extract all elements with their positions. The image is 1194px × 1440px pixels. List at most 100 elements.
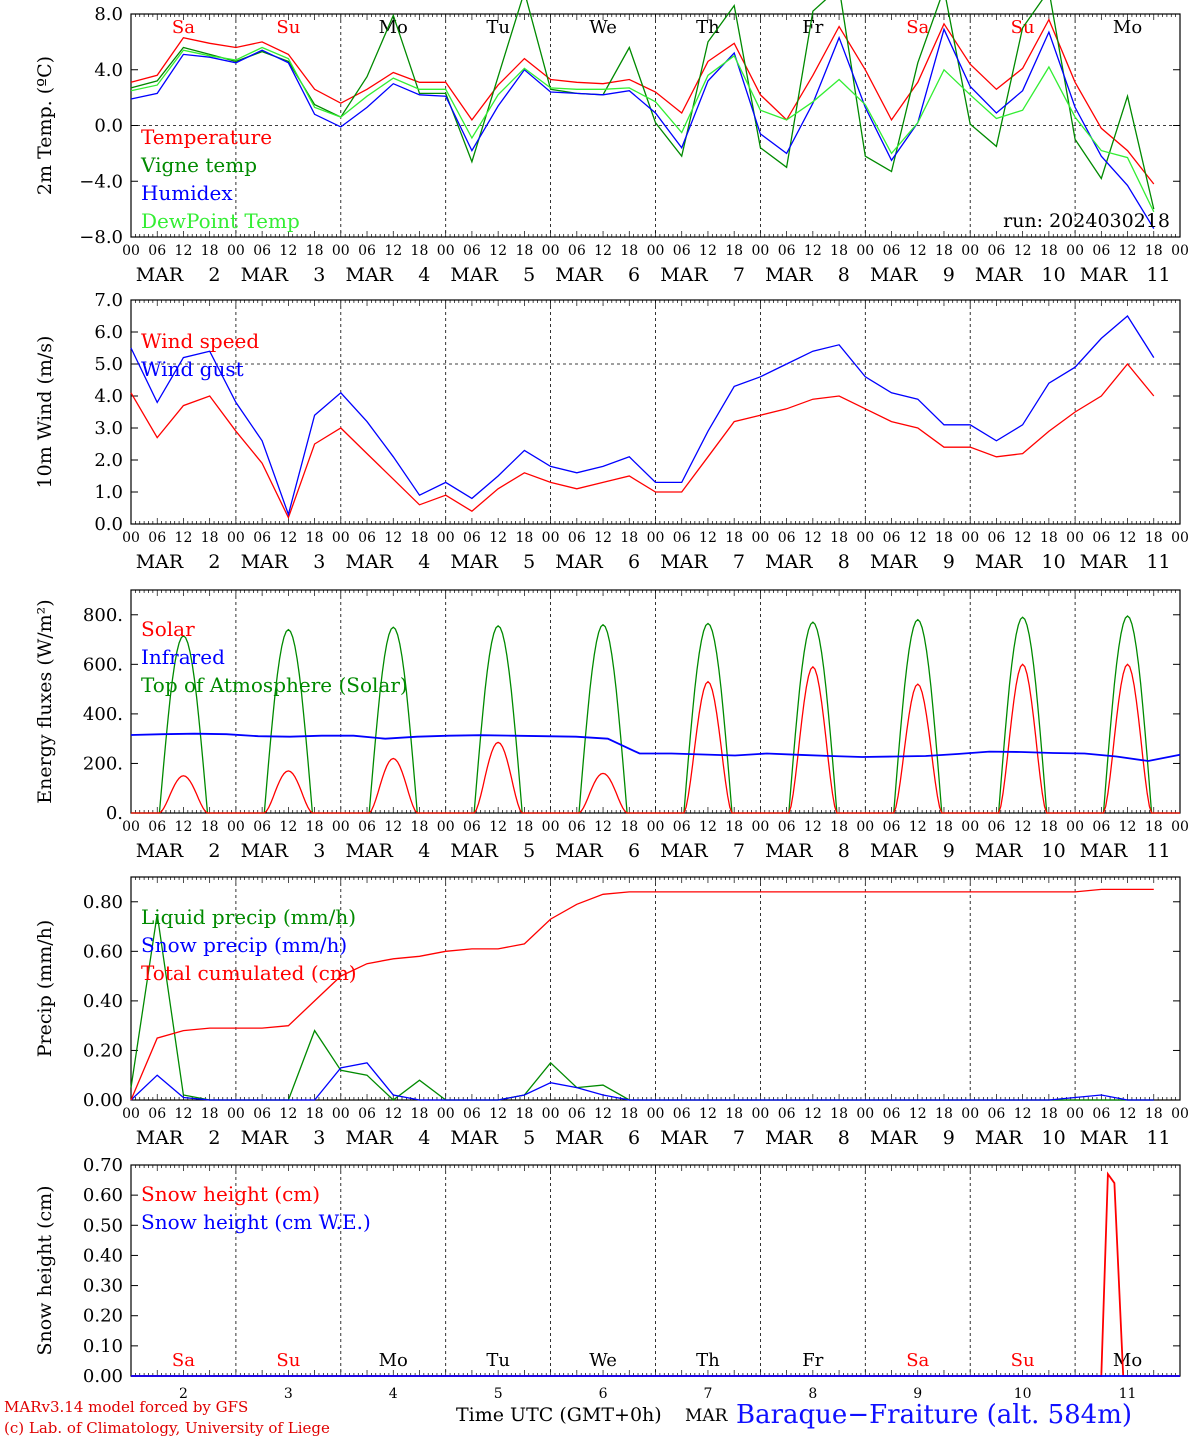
date-month-label: MAR [555, 1127, 603, 1149]
hour-label: 12 [699, 819, 717, 835]
hour-label: 12 [384, 1106, 402, 1122]
weekday-label: Mo [379, 1350, 408, 1371]
day-number-label: 6 [599, 1386, 608, 1402]
hour-label: 12 [699, 1106, 717, 1122]
hour-label: 18 [411, 1106, 429, 1122]
hour-label: 00 [437, 243, 455, 259]
date-day-label: 5 [523, 840, 535, 862]
hour-label: 00 [647, 243, 665, 259]
legend-entry: Snow height (cm W.E.) [141, 1210, 371, 1234]
weekday-label: Sa [906, 17, 929, 38]
x-axis-label: Time UTC (GMT+0h) [456, 1404, 662, 1426]
hour-label: 00 [961, 819, 979, 835]
y-tick-label: 0.00 [83, 1366, 123, 1387]
hour-label: 00 [647, 819, 665, 835]
y-tick-label: −4.0 [79, 171, 123, 192]
hour-label: 18 [1145, 243, 1163, 259]
date-day-label: 8 [838, 1127, 850, 1149]
y-axis-label: Precip (mm/h) [34, 920, 56, 1058]
hour-label: 00 [227, 819, 245, 835]
hour-label: 00 [122, 819, 140, 835]
hour-label: 18 [830, 243, 848, 259]
hour-label: 06 [568, 530, 586, 546]
y-tick-label: 0.40 [83, 1245, 123, 1266]
hour-label: 18 [830, 1106, 848, 1122]
hour-label: 18 [1040, 819, 1058, 835]
hour-label: 06 [568, 243, 586, 259]
day-number-label: 7 [703, 1386, 712, 1402]
date-day-label: 7 [733, 840, 745, 862]
date-month-label: MAR [346, 264, 394, 286]
hour-label: 06 [253, 1106, 271, 1122]
infrared-line [130, 732, 1181, 762]
y-tick-label: 6.0 [94, 322, 123, 343]
hour-label: 12 [909, 1106, 927, 1122]
hour-label: 18 [515, 530, 533, 546]
hour-label: 12 [175, 530, 193, 546]
legend-entry: Solar [141, 617, 195, 641]
hour-label: 18 [725, 530, 743, 546]
date-day-label: 2 [208, 1127, 220, 1149]
weekday-label: Tu [486, 1350, 510, 1371]
hour-label: 00 [1066, 1106, 1084, 1122]
hour-label: 18 [515, 819, 533, 835]
day-number-label: 5 [494, 1386, 503, 1402]
y-tick-label: 0.10 [83, 1336, 123, 1357]
y-axis-label: Energy fluxes (W/m²) [34, 599, 56, 803]
date-day-label: 2 [208, 551, 220, 573]
hour-label: 06 [148, 1106, 166, 1122]
hour-label: 00 [227, 530, 245, 546]
weekday-label: Su [276, 17, 300, 38]
day-number-label: 3 [284, 1386, 293, 1402]
hour-label: 12 [594, 243, 612, 259]
date-month-label: MAR [870, 264, 918, 286]
weekday-label: Fr [802, 17, 823, 38]
y-tick-label: 0.20 [83, 1306, 123, 1327]
hour-label: 06 [253, 819, 271, 835]
hour-label: 00 [122, 243, 140, 259]
date-day-label: 4 [418, 551, 430, 573]
y-tick-label: 0.60 [83, 1185, 123, 1206]
weekday-label: Sa [172, 1350, 195, 1371]
hour-label: 12 [279, 530, 297, 546]
date-month-label: MAR [555, 551, 603, 573]
y-axis-label: 10m Wind (m/s) [34, 336, 56, 489]
date-day-label: 8 [838, 551, 850, 573]
date-day-label: 6 [628, 840, 640, 862]
hour-label: 06 [463, 530, 481, 546]
y-tick-label: 3.0 [94, 418, 123, 439]
hour-label: 12 [909, 243, 927, 259]
hour-label: 06 [358, 530, 376, 546]
y-tick-label: 0.70 [83, 1155, 123, 1176]
date-month-label: MAR [346, 840, 394, 862]
hour-label: 18 [201, 243, 219, 259]
date-day-label: 6 [628, 1127, 640, 1149]
day-number-label: 9 [913, 1386, 922, 1402]
date-day-label: 6 [628, 264, 640, 286]
weekday-label: Th [696, 1350, 720, 1371]
hour-label: 18 [935, 243, 953, 259]
hour-label: 12 [1014, 243, 1032, 259]
date-month-label: MAR [765, 264, 813, 286]
date-month-label: MAR [1080, 264, 1128, 286]
hour-label: 12 [804, 819, 822, 835]
weekday-label: We [589, 1350, 617, 1371]
weekday-label: Su [1011, 1350, 1035, 1371]
hour-label: 00 [227, 243, 245, 259]
hour-label: 00 [751, 1106, 769, 1122]
y-tick-label: 0.50 [83, 1215, 123, 1236]
hour-label: 06 [778, 530, 796, 546]
hour-label: 12 [489, 243, 507, 259]
day-number-label: 10 [1014, 1386, 1032, 1402]
date-month-label: MAR [555, 264, 603, 286]
weekday-label: Tu [486, 17, 510, 38]
weekday-label: Su [276, 1350, 300, 1371]
hour-label: 00 [542, 819, 560, 835]
day-number-label: 2 [179, 1386, 188, 1402]
hour-label: 00 [856, 243, 874, 259]
y-tick-label: 8.0 [94, 4, 123, 25]
hour-label: 00 [961, 1106, 979, 1122]
hour-label: 18 [201, 1106, 219, 1122]
hour-label: 12 [699, 530, 717, 546]
